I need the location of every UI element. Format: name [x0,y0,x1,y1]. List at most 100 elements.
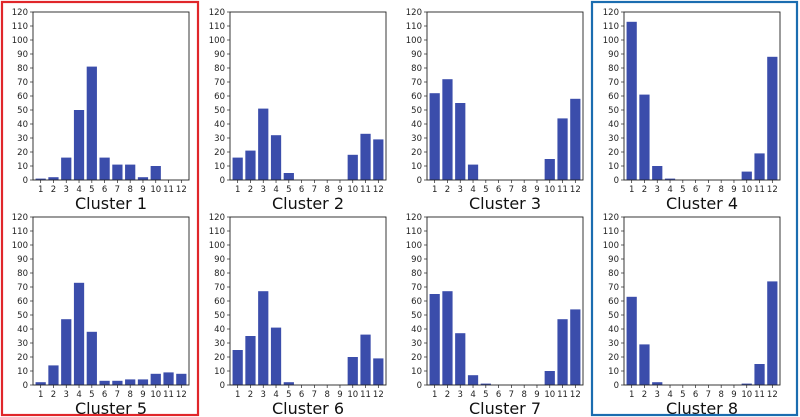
y-tick-label-30: 30 [411,134,422,144]
y-tick-label-90: 90 [17,255,28,265]
y-tick-label-60: 60 [17,92,28,102]
x-tick-label-12: 12 [570,185,581,195]
y-tick-label-10: 10 [17,367,28,377]
bar-10 [741,171,752,180]
x-tick-label-1: 1 [235,390,240,400]
bar-5 [283,382,294,385]
bar-2 [442,291,453,385]
y-tick-label-120: 120 [603,8,619,18]
x-tick-label-2: 2 [642,185,647,195]
x-tick-label-11: 11 [557,390,568,400]
x-tick-label-2: 2 [642,390,647,400]
x-tick-label-2: 2 [248,390,253,400]
y-tick-label-50: 50 [608,106,619,116]
chart-title: Cluster 1 [75,194,147,213]
y-tick-label-30: 30 [411,339,422,349]
y-tick-label-120: 120 [406,213,422,223]
x-tick-label-9: 9 [534,390,539,400]
bar-12 [176,373,187,385]
y-tick-label-80: 80 [17,269,28,279]
x-tick-label-4: 4 [667,390,672,400]
y-tick-label-70: 70 [214,78,225,88]
x-tick-label-1: 1 [38,185,43,195]
y-tick-label-90: 90 [608,50,619,60]
x-tick-label-7: 7 [706,185,711,195]
x-tick-label-4: 4 [76,185,81,195]
bar-7 [112,380,123,385]
x-tick-label-8: 8 [324,390,329,400]
x-tick-label-11: 11 [754,390,765,400]
x-tick-label-10: 10 [544,185,555,195]
x-tick-label-11: 11 [163,185,174,195]
y-tick-label-30: 30 [17,134,28,144]
y-tick-label-0: 0 [220,176,225,186]
y-tick-label-100: 100 [12,36,28,46]
chart-title: Cluster 6 [272,399,344,417]
y-tick-label-10: 10 [17,162,28,172]
bar-4 [467,375,479,385]
y-tick-label-10: 10 [214,367,225,377]
y-tick-label-90: 90 [17,50,28,60]
x-tick-label-1: 1 [629,185,634,195]
x-tick-label-10: 10 [741,185,752,195]
y-tick-label-50: 50 [214,106,225,116]
y-tick-label-70: 70 [411,78,422,88]
x-tick-label-2: 2 [248,185,253,195]
y-tick-label-40: 40 [608,325,619,335]
y-tick-label-100: 100 [406,241,422,251]
y-tick-label-20: 20 [608,148,619,158]
bar-2 [48,177,59,180]
y-tick-label-50: 50 [411,311,422,321]
bar-2 [639,94,650,180]
y-tick-label-30: 30 [608,134,619,144]
y-tick-label-0: 0 [23,176,28,186]
y-tick-label-90: 90 [411,50,422,60]
y-tick-label-20: 20 [17,353,28,363]
bar-5 [283,173,294,180]
bar-6 [99,380,110,385]
y-tick-label-50: 50 [17,311,28,321]
y-tick-label-80: 80 [17,64,28,74]
y-tick-label-10: 10 [608,162,619,172]
chart-title: Cluster 4 [666,194,738,213]
bar-2 [245,150,256,180]
y-tick-label-50: 50 [411,106,422,116]
y-tick-label-60: 60 [608,92,619,102]
y-tick-label-70: 70 [17,283,28,293]
bar-3 [61,157,72,180]
x-tick-label-12: 12 [373,390,384,400]
x-tick-label-6: 6 [102,390,107,400]
y-tick-label-100: 100 [209,241,225,251]
chart-title: Cluster 5 [75,399,147,417]
axes-frame [426,11,584,181]
bar-1 [626,21,637,180]
x-tick-label-7: 7 [509,185,514,195]
y-tick-label-70: 70 [214,283,225,293]
x-tick-label-8: 8 [718,390,723,400]
bar-4 [467,164,479,180]
y-tick-label-80: 80 [411,269,422,279]
y-tick-label-120: 120 [209,8,225,18]
bar-12 [373,358,384,385]
y-tick-label-90: 90 [214,50,225,60]
bar-9 [137,177,149,180]
y-tick-label-70: 70 [17,78,28,88]
bar-12 [767,56,778,180]
x-tick-label-4: 4 [667,185,672,195]
bar-1 [429,294,440,385]
x-tick-label-7: 7 [312,390,317,400]
x-tick-label-8: 8 [718,185,723,195]
y-tick-label-60: 60 [214,92,225,102]
bar-3 [455,333,466,385]
x-tick-label-12: 12 [570,390,581,400]
x-tick-label-9: 9 [731,390,736,400]
x-tick-label-3: 3 [458,185,463,195]
y-tick-label-70: 70 [411,283,422,293]
x-tick-label-2: 2 [51,185,56,195]
y-tick-label-80: 80 [214,269,225,279]
x-tick-label-11: 11 [360,390,371,400]
x-tick-label-10: 10 [150,390,161,400]
chart-panel-4: 1 2 3 4 5 6 7 8 9 10 11 120102030405060708090100110… [603,8,781,213]
x-tick-label-7: 7 [312,185,317,195]
